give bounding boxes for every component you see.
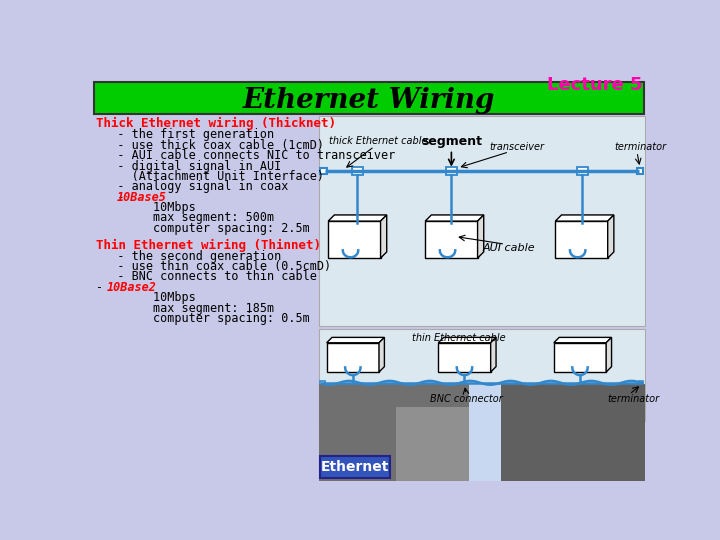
Text: - BNC connects to thin cable: - BNC connects to thin cable xyxy=(96,271,317,284)
Text: - AUI cable connects NIC to transceiver: - AUI cable connects NIC to transceiver xyxy=(96,149,395,162)
Polygon shape xyxy=(438,338,496,343)
Text: transceiver: transceiver xyxy=(490,142,544,152)
Text: max segment: 500m: max segment: 500m xyxy=(96,212,274,225)
Polygon shape xyxy=(490,338,496,372)
Polygon shape xyxy=(426,215,484,221)
Text: -: - xyxy=(96,281,110,294)
Bar xyxy=(320,168,327,174)
Text: max segment: 185m: max segment: 185m xyxy=(96,301,274,315)
Text: Lecture 5: Lecture 5 xyxy=(547,76,642,93)
Polygon shape xyxy=(328,215,387,221)
Bar xyxy=(577,167,588,175)
Text: Ethernet Wiring: Ethernet Wiring xyxy=(243,87,495,114)
Bar xyxy=(319,329,644,421)
Text: AUI cable: AUI cable xyxy=(483,243,536,253)
Text: Ethernet: Ethernet xyxy=(321,460,390,474)
Text: segment: segment xyxy=(421,135,482,148)
Bar xyxy=(469,384,565,481)
Text: -: - xyxy=(96,191,131,204)
Text: - digital signal in AUI: - digital signal in AUI xyxy=(96,159,281,172)
Bar xyxy=(327,343,379,372)
Bar xyxy=(501,384,644,481)
Polygon shape xyxy=(606,338,611,372)
Polygon shape xyxy=(554,338,611,343)
Bar xyxy=(320,456,390,477)
Text: - the second generation: - the second generation xyxy=(96,249,281,262)
Text: - the first generation: - the first generation xyxy=(96,129,274,141)
Text: computer spacing: 0.5m: computer spacing: 0.5m xyxy=(96,312,310,325)
Text: computer spacing: 2.5m: computer spacing: 2.5m xyxy=(96,222,310,235)
Bar xyxy=(320,381,325,385)
Text: Thick Ethernet wiring (Thicknet): Thick Ethernet wiring (Thicknet) xyxy=(96,117,336,130)
Text: 10Base5: 10Base5 xyxy=(117,191,167,204)
Polygon shape xyxy=(555,215,614,221)
Bar xyxy=(555,221,608,258)
Text: thick Ethernet cable: thick Ethernet cable xyxy=(329,137,428,146)
Bar xyxy=(639,381,643,385)
Text: 10Base2: 10Base2 xyxy=(107,281,156,294)
Text: terminator: terminator xyxy=(615,142,667,152)
Bar xyxy=(637,168,643,174)
Bar xyxy=(352,167,363,175)
Polygon shape xyxy=(327,338,384,343)
Polygon shape xyxy=(608,215,614,258)
Bar xyxy=(396,408,496,488)
Text: - use thin coax cable (0.5cmD): - use thin coax cable (0.5cmD) xyxy=(96,260,330,273)
Text: - use thick coax cable (1cmD): - use thick coax cable (1cmD) xyxy=(96,139,324,152)
Bar xyxy=(94,82,644,114)
Polygon shape xyxy=(381,215,387,258)
Text: Thin Ethernet wiring (Thinnet): Thin Ethernet wiring (Thinnet) xyxy=(96,239,320,252)
Bar xyxy=(328,221,381,258)
Text: - analogy signal in coax: - analogy signal in coax xyxy=(96,180,288,193)
Text: thin Ethernet cable: thin Ethernet cable xyxy=(412,333,505,343)
Bar xyxy=(438,343,490,372)
Text: 10Mbps: 10Mbps xyxy=(96,291,195,304)
Bar xyxy=(319,384,469,481)
Bar xyxy=(319,117,644,326)
Text: BNC connector: BNC connector xyxy=(430,394,503,404)
Polygon shape xyxy=(477,215,484,258)
Bar xyxy=(554,343,606,372)
Text: (Attachment Unit Interface): (Attachment Unit Interface) xyxy=(96,170,324,183)
Text: terminator: terminator xyxy=(607,394,660,404)
Bar xyxy=(426,221,477,258)
Polygon shape xyxy=(379,338,384,372)
Text: 10Mbps: 10Mbps xyxy=(96,201,195,214)
Bar xyxy=(446,167,456,175)
